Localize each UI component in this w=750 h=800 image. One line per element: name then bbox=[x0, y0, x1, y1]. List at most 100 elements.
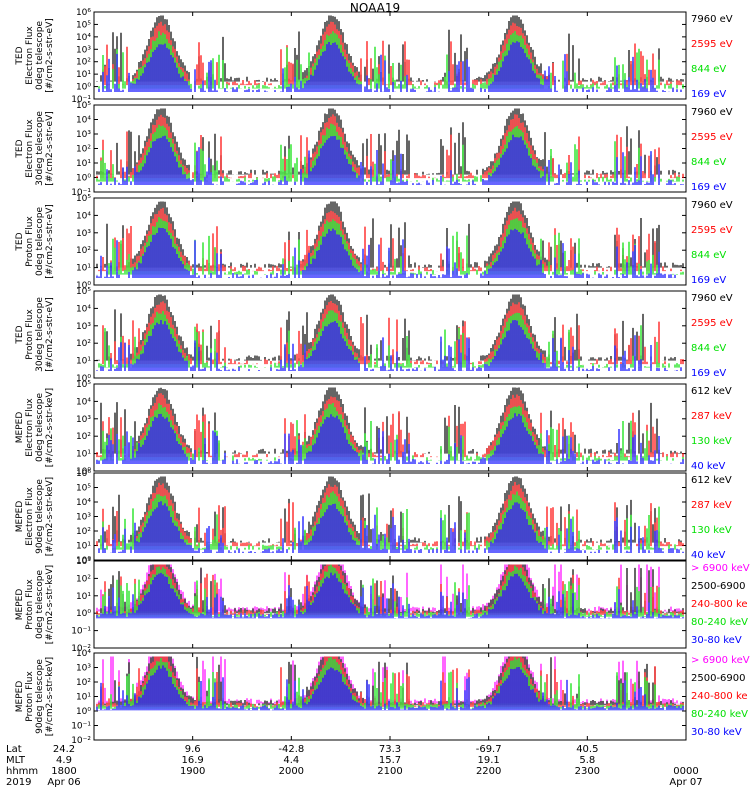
y-tick-label: 10⁰ bbox=[76, 83, 91, 93]
y-tick-label: 10³ bbox=[76, 322, 91, 332]
legend-entry: 612 keV bbox=[691, 386, 732, 397]
legend-entry: 2595 eV bbox=[691, 318, 733, 329]
y-tick-label: 10³ bbox=[76, 513, 91, 523]
legend-entry: 130 keV bbox=[691, 436, 732, 447]
legend-entry: 844 eV bbox=[691, 157, 726, 168]
x-row-label: 2019 bbox=[6, 777, 31, 788]
legend-entry: 30-80 keV bbox=[691, 727, 742, 738]
hhmm-value: 2000 bbox=[279, 766, 304, 777]
series-trace bbox=[98, 207, 682, 272]
panel-5: 10⁰ 10¹ 10² 10³ 10⁴ 10⁵ MEPEDElectron Flux0deg… bbox=[15, 380, 732, 477]
lat-value: 24.2 bbox=[53, 744, 75, 755]
y-tick-label: 10² bbox=[76, 574, 91, 584]
series-trace bbox=[96, 657, 684, 709]
legend-entry: 40 keV bbox=[691, 550, 725, 561]
legend-entry: 80-240 keV bbox=[691, 617, 748, 628]
mlt-value: 15.7 bbox=[379, 755, 401, 766]
panel-7: 10⁻² 10⁻¹ 10⁰ 10¹ 10² 10³ MEPEDProton Flux0deg… bbox=[15, 557, 750, 654]
series-trace bbox=[96, 665, 684, 711]
y-tick-label: 10⁶ bbox=[76, 8, 91, 18]
series-trace bbox=[96, 108, 680, 175]
y-tick-label: 10³ bbox=[76, 415, 91, 425]
y-tick-label: 10⁰ bbox=[76, 374, 91, 384]
legend-entry: 844 eV bbox=[691, 64, 726, 75]
y-tick-label: 10² bbox=[76, 678, 91, 688]
y-tick-label: 10⁻¹ bbox=[71, 627, 91, 637]
legend-entry: 287 keV bbox=[691, 500, 732, 511]
legend-entry: 240-800 ke bbox=[691, 599, 748, 610]
y-tick-label: 10⁵ bbox=[76, 380, 91, 390]
legend-entry: 844 eV bbox=[691, 343, 726, 354]
y-tick-label: 10³ bbox=[76, 557, 91, 567]
legend-entry: 169 eV bbox=[691, 275, 726, 286]
y-tick-label: 10¹ bbox=[76, 357, 91, 367]
mlt-value: 4.9 bbox=[56, 755, 72, 766]
y-tick-label: 10⁰ bbox=[76, 281, 91, 291]
y-tick-label: 10⁵ bbox=[76, 484, 91, 494]
y-tick-label: 10⁰ bbox=[76, 174, 91, 184]
y-tick-label: 10⁴ bbox=[76, 397, 91, 407]
legend-entry: 844 eV bbox=[691, 250, 726, 261]
series-trace bbox=[98, 41, 682, 92]
y-tick-label: 10⁰ bbox=[76, 609, 91, 619]
series-trace bbox=[98, 491, 682, 550]
legend-entry: 287 keV bbox=[691, 411, 732, 422]
y-tick-label: 10¹ bbox=[76, 450, 91, 460]
y-tick-label: 10⁴ bbox=[76, 304, 91, 314]
y-tick-label: 10⁶ bbox=[76, 469, 91, 479]
y-tick-label: 10² bbox=[76, 145, 91, 155]
y-tick-label: 10² bbox=[76, 339, 91, 349]
y-axis-label: MEPEDProton Flux90deg telescope[#/cm2-s-… bbox=[15, 657, 55, 736]
series-trace bbox=[96, 294, 676, 361]
hhmm-value: 0000 bbox=[673, 766, 698, 777]
y-tick-label: 10⁵ bbox=[76, 101, 91, 111]
lat-value: 73.3 bbox=[379, 744, 401, 755]
hhmm-value: 2200 bbox=[476, 766, 501, 777]
y-tick-label: 10² bbox=[76, 58, 91, 68]
series-trace bbox=[96, 217, 684, 275]
series-trace bbox=[96, 572, 684, 619]
legend-entry: 7960 eV bbox=[691, 107, 733, 118]
legend-entry: 169 eV bbox=[691, 89, 726, 100]
mlt-value: 4.4 bbox=[283, 755, 299, 766]
panel-8: 10⁻² 10⁻¹ 10⁰ 10¹ 10² 10³ 10⁴ MEPEDProton Flux9… bbox=[15, 649, 750, 746]
series-trace bbox=[98, 476, 682, 543]
y-tick-label: 10⁵ bbox=[76, 194, 91, 204]
panel-3: 10⁰ 10¹ 10² 10³ 10⁴ 10⁵ TEDProton Flux0deg tel… bbox=[15, 194, 733, 291]
y-tick-label: 10⁴ bbox=[76, 211, 91, 221]
y-tick-label: 10² bbox=[76, 246, 91, 256]
y-tick-label: 10² bbox=[76, 432, 91, 442]
y-tick-label: 10⁻² bbox=[71, 736, 91, 746]
legend-entry: 130 keV bbox=[691, 525, 732, 536]
legend-entry: 80-240 keV bbox=[691, 709, 748, 720]
legend-entry: 2595 eV bbox=[691, 39, 733, 50]
y-axis-label: TEDProton Flux0deg telescope[#/cm2-s-str… bbox=[15, 204, 55, 279]
y-tick-label: 10⁻¹ bbox=[71, 95, 91, 105]
hhmm-value: 2100 bbox=[377, 766, 402, 777]
legend-entry: 7960 eV bbox=[691, 200, 733, 211]
legend-entry: > 6900 keV bbox=[691, 563, 750, 574]
date-value: Apr 07 bbox=[669, 777, 702, 788]
y-tick-label: 10⁴ bbox=[76, 116, 91, 126]
x-row-label: hhmm bbox=[6, 766, 38, 777]
x-row-label: MLT bbox=[6, 755, 26, 766]
y-tick-label: 10⁴ bbox=[76, 33, 91, 43]
panel-6: 10⁰ 10¹ 10² 10³ 10⁴ 10⁵ 10⁶ MEPEDElectron Flux9… bbox=[15, 469, 732, 566]
panel-4: 10⁰ 10¹ 10² 10³ 10⁴ 10⁵ TEDProton Flux30deg te… bbox=[15, 287, 733, 384]
legend-entry: 7960 eV bbox=[691, 293, 733, 304]
series-trace bbox=[98, 501, 684, 553]
y-tick-label: 10² bbox=[76, 527, 91, 537]
y-tick-label: 10¹ bbox=[76, 693, 91, 703]
series-trace bbox=[96, 123, 684, 182]
y-tick-label: 10¹ bbox=[76, 542, 91, 552]
y-axis-label: TEDElectron Flux30deg telescope[#/cm2-s-… bbox=[15, 111, 55, 186]
date-value: Apr 06 bbox=[47, 777, 80, 788]
y-tick-label: 10⁻¹ bbox=[71, 188, 91, 198]
y-tick-label: 10¹ bbox=[76, 592, 91, 602]
series-trace bbox=[96, 114, 684, 179]
y-tick-label: 10⁻² bbox=[71, 644, 91, 654]
y-tick-label: 10⁴ bbox=[76, 498, 91, 508]
y-tick-label: 10³ bbox=[76, 229, 91, 239]
legend-entry: 612 keV bbox=[691, 475, 732, 486]
y-axis-label: TEDProton Flux30deg telescope[#/cm2-s-st… bbox=[15, 297, 55, 372]
